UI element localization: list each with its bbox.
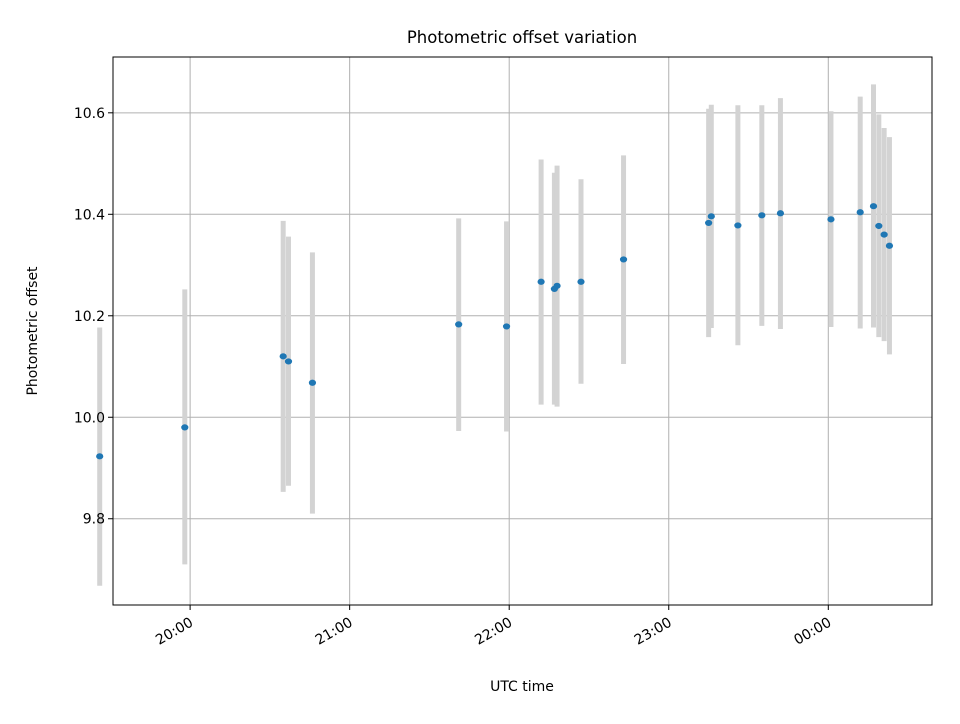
data-point	[856, 209, 864, 216]
y-tick-label: 10.4	[74, 207, 105, 223]
data-point	[96, 453, 104, 460]
data-point	[869, 203, 878, 210]
data-point	[705, 219, 713, 227]
y-axis-label: Photometric offset	[25, 266, 41, 396]
plot-area-frame	[112, 56, 933, 606]
data-point	[875, 222, 883, 230]
data-point	[885, 242, 894, 249]
data-point	[502, 323, 511, 330]
y-tick-label: 10.0	[74, 410, 105, 426]
data-point	[181, 424, 189, 431]
data-point	[537, 278, 545, 285]
data-point	[734, 222, 742, 229]
y-tick-label: 10.2	[74, 309, 105, 325]
y-tick-label: 9.8	[83, 512, 105, 528]
data-point	[577, 278, 585, 285]
data-point	[279, 353, 287, 360]
data-point	[455, 321, 463, 328]
y-tick-label: 10.6	[74, 106, 105, 122]
data-point	[776, 210, 785, 217]
x-axis-label: UTC time	[490, 679, 554, 695]
chart-title: Photometric offset variation	[407, 28, 637, 47]
data-point	[284, 358, 293, 365]
data-point	[880, 231, 888, 238]
data-points	[96, 203, 894, 460]
data-point	[827, 216, 835, 223]
grid	[113, 57, 932, 605]
data-point	[707, 213, 715, 220]
data-point	[758, 212, 766, 219]
data-point	[553, 282, 561, 289]
data-point	[308, 379, 317, 386]
data-point	[619, 256, 628, 263]
